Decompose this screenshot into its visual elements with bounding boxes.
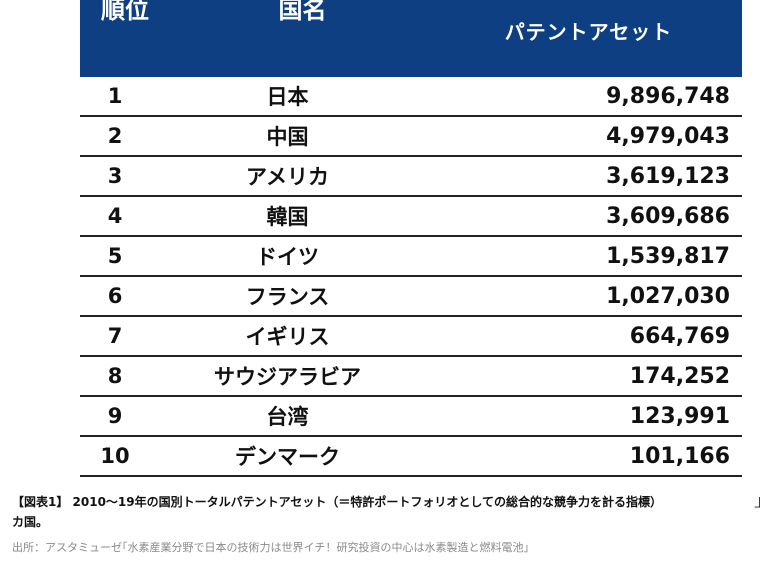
value-cell: 123,991 [435, 396, 742, 437]
country-cell: デンマーク [170, 436, 435, 477]
table-row: 6 フランス 1,027,030 [80, 276, 742, 317]
country-cell: イギリス [170, 316, 435, 357]
value-cell: 3,609,686 [435, 196, 742, 237]
country-cell: ドイツ [170, 236, 435, 277]
country-cell: 中国 [170, 116, 435, 157]
header-country: 国名 [170, 0, 435, 77]
value-cell: 3,619,123 [435, 156, 742, 197]
header-row: 順位 国名 パテントアセット [80, 0, 742, 77]
value-cell: 1,539,817 [435, 236, 742, 277]
rank-cell: 8 [80, 356, 170, 397]
header-value-label: パテントアセット [504, 20, 673, 44]
patent-asset-ranking-table: 順位 国名 パテントアセット 1 日本 9,896,748 2 中国 4,979… [80, 0, 742, 477]
country-cell: 日本 [170, 77, 435, 117]
header-value: パテントアセット [435, 0, 742, 77]
figure-caption-trail: 上 [754, 494, 760, 511]
value-cell: 101,166 [435, 436, 742, 477]
value-cell: 9,896,748 [435, 77, 742, 117]
table-row: 1 日本 9,896,748 [80, 77, 742, 117]
rank-cell: 9 [80, 396, 170, 437]
table-row: 8 サウジアラビア 174,252 [80, 356, 742, 397]
value-cell: 174,252 [435, 356, 742, 397]
rank-cell: 2 [80, 116, 170, 157]
table-row: 3 アメリカ 3,619,123 [80, 156, 742, 197]
rank-cell: 5 [80, 236, 170, 277]
header-rank: 順位 [80, 0, 170, 77]
country-cell: アメリカ [170, 156, 435, 197]
value-cell: 4,979,043 [435, 116, 742, 157]
rank-cell: 1 [80, 77, 170, 117]
header-country-label: 国名 [278, 0, 327, 24]
table-row: 4 韓国 3,609,686 [80, 196, 742, 237]
source-credit: 出所：アスタミューゼ｢水素産業分野で日本の技術力は世界イチ！研究投資の中心は水素… [12, 541, 529, 554]
table-row: 9 台湾 123,991 [80, 396, 742, 437]
table-row: 10 デンマーク 101,166 [80, 436, 742, 477]
table-row: 5 ドイツ 1,539,817 [80, 236, 742, 277]
value-cell: 664,769 [435, 316, 742, 357]
figure-caption-continued: カ国。 [12, 515, 49, 529]
value-cell: 1,027,030 [435, 276, 742, 317]
rank-cell: 3 [80, 156, 170, 197]
table-body: 1 日本 9,896,748 2 中国 4,979,043 3 アメリカ 3,6… [80, 77, 742, 477]
table-row: 2 中国 4,979,043 [80, 116, 742, 157]
rank-cell: 6 [80, 276, 170, 317]
table-row: 7 イギリス 664,769 [80, 316, 742, 357]
rank-cell: 7 [80, 316, 170, 357]
rank-cell: 4 [80, 196, 170, 237]
figure-caption: 【図表1】 2010〜19年の国別トータルパテントアセット（＝特許ポートフォリオ… [12, 495, 663, 509]
country-cell: 台湾 [170, 396, 435, 437]
header-rank-label: 順位 [101, 0, 149, 24]
country-cell: 韓国 [170, 196, 435, 237]
country-cell: フランス [170, 276, 435, 317]
country-cell: サウジアラビア [170, 356, 435, 397]
ranking-table-container: 順位 国名 パテントアセット 1 日本 9,896,748 2 中国 4,979… [80, 0, 742, 477]
rank-cell: 10 [80, 436, 170, 477]
table-header: 順位 国名 パテントアセット [80, 0, 742, 77]
